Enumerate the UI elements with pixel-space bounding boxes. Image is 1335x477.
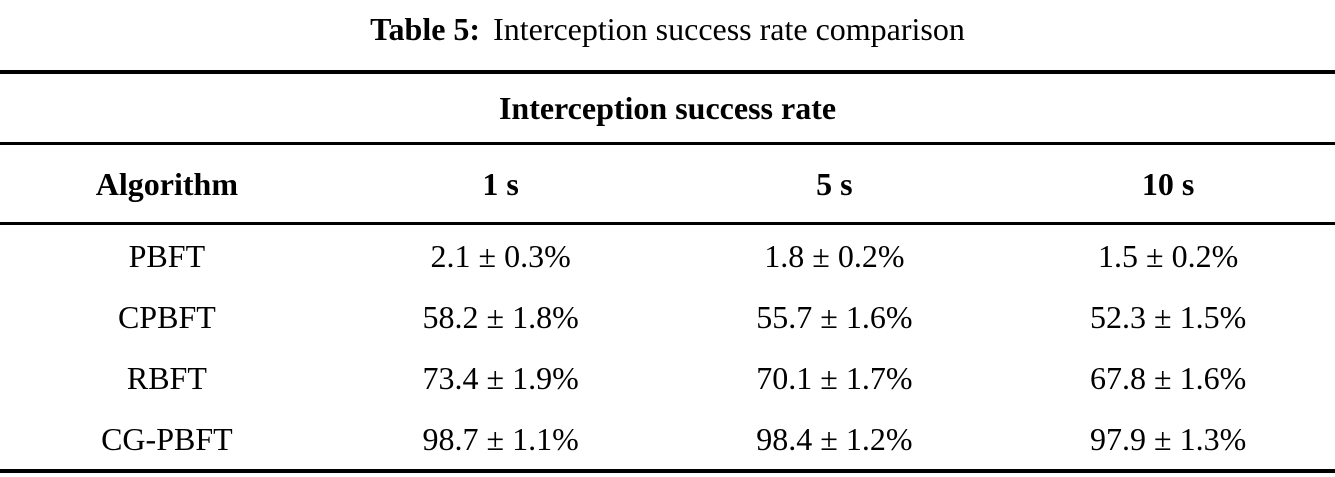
column-header-5s: 5 s: [667, 143, 1002, 225]
algorithm-cell: PBFT: [128, 237, 206, 274]
table-caption: Table 5: Interception success rate compa…: [0, 0, 1335, 70]
value-cell: 97.9 ± 1.3%: [1090, 420, 1247, 457]
value-cell: 1.5 ± 0.2%: [1098, 237, 1239, 274]
value-cell: 55.7 ± 1.6%: [756, 298, 913, 335]
table-row: CPBFT 58.2 ± 1.8% 55.7 ± 1.6% 52.3 ± 1.5…: [0, 286, 1335, 347]
value-cell: 67.8 ± 1.6%: [1090, 359, 1247, 396]
column-header-algorithm: Algorithm: [0, 143, 334, 225]
algorithm-cell: CG-PBFT: [101, 420, 233, 457]
value-cell: 73.4 ± 1.9%: [422, 359, 579, 396]
table-row: CG-PBFT 98.7 ± 1.1% 98.4 ± 1.2% 97.9 ± 1…: [0, 408, 1335, 471]
table-row: PBFT 2.1 ± 0.3% 1.8 ± 0.2% 1.5 ± 0.2%: [0, 224, 1335, 287]
algorithm-cell: RBFT: [126, 359, 207, 396]
value-cell: 2.1 ± 0.3%: [430, 237, 571, 274]
algorithm-cell: CPBFT: [117, 298, 216, 335]
value-cell: 52.3 ± 1.5%: [1090, 298, 1247, 335]
value-cell: 98.7 ± 1.1%: [422, 420, 579, 457]
interception-success-rate-table: Interception success rate Algorithm 1 s …: [0, 70, 1335, 473]
table-title-row: Interception success rate: [0, 72, 1335, 145]
table-title: Interception success rate: [0, 72, 1335, 145]
table-caption-text: Interception success rate comparison: [493, 10, 965, 47]
value-cell: 70.1 ± 1.7%: [756, 359, 913, 396]
value-cell: 1.8 ± 0.2%: [764, 237, 905, 274]
value-cell: 58.2 ± 1.8%: [422, 298, 579, 335]
table-row: RBFT 73.4 ± 1.9% 70.1 ± 1.7% 67.8 ± 1.6%: [0, 347, 1335, 408]
column-header-10s: 10 s: [1001, 143, 1335, 225]
value-cell: 98.4 ± 1.2%: [756, 420, 913, 457]
table-caption-label: Table 5:: [370, 10, 481, 47]
column-header-1s: 1 s: [333, 143, 668, 225]
table-header-row: Algorithm 1 s 5 s 10 s: [0, 143, 1335, 225]
